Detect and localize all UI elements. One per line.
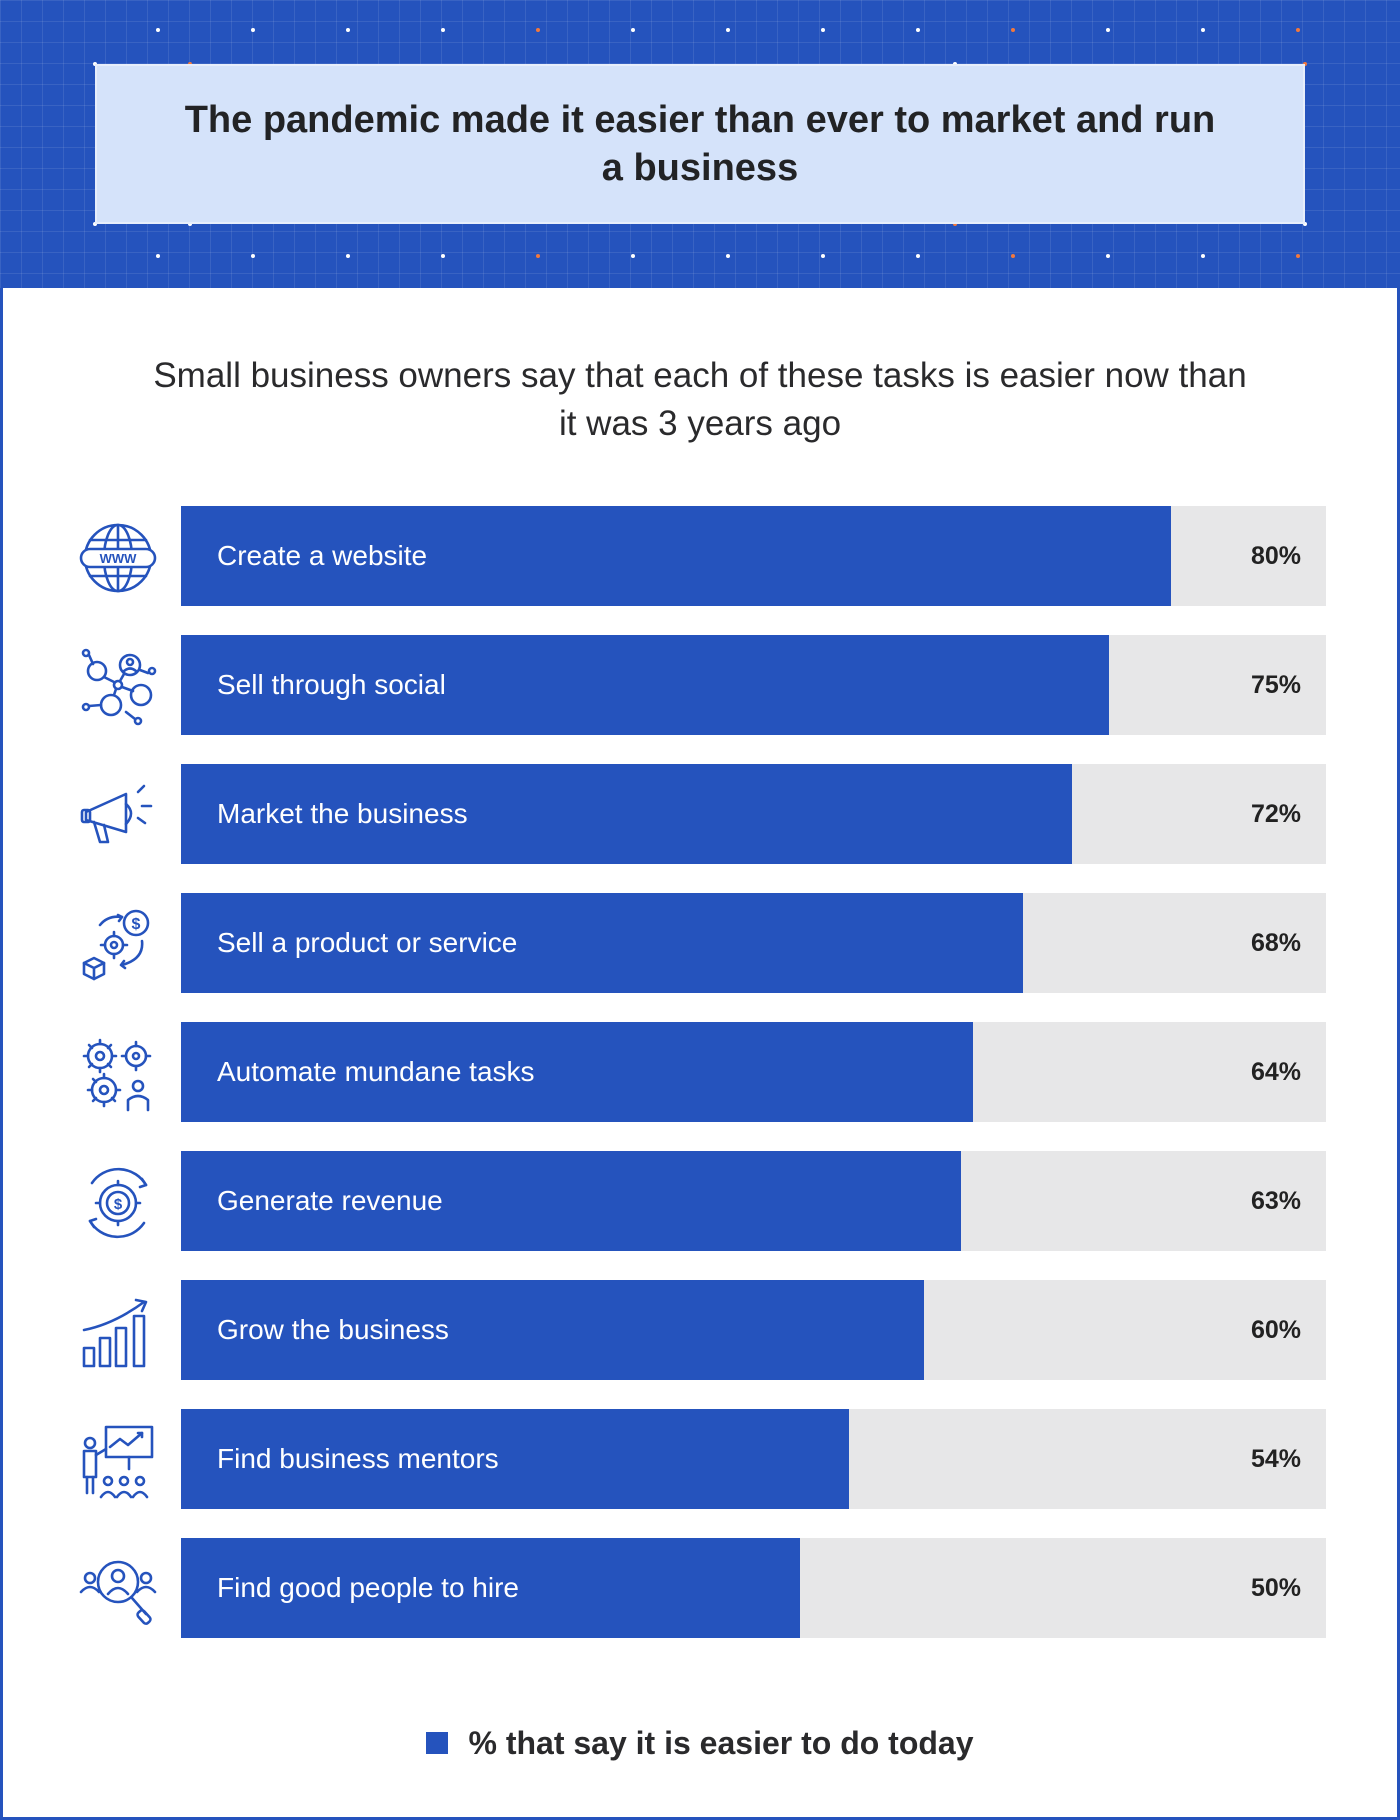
decorative-dot [251,254,255,258]
decorative-dot [536,254,540,258]
bar-value-label: 64% [1250,1058,1301,1086]
bar [181,506,1172,606]
bar-label: Sell through social [217,669,446,700]
bar [181,1151,961,1251]
decorative-dot [251,28,255,32]
decorative-dot [156,254,160,258]
bar-label: Market the business [217,798,468,829]
bar [181,1280,924,1380]
bar-row: $ Sell a product or service 68% [0,893,1400,993]
bar-track: Grow the business 60% [181,1280,1326,1380]
bar-row: Automate mundane tasks 64% [0,1022,1400,1122]
decorative-dot [441,254,445,258]
bar-track: Sell a product or service 68% [181,893,1326,993]
legend-label: % that say it is easier to do today [468,1724,974,1761]
decorative-dot [156,28,160,32]
legend-swatch [426,1732,449,1754]
bar [181,635,1110,735]
decorative-dot [726,28,730,32]
bar-label: Grow the business [217,1314,449,1345]
bar-track: Find good people to hire 50% [181,1538,1326,1638]
decorative-dot [1106,254,1110,258]
bar [181,1409,850,1509]
bar-row: Find business mentors 54% [0,1409,1400,1509]
bar-value-label: 54% [1250,1445,1301,1473]
revenue-cycle-icon: $ [78,1163,158,1243]
decorative-dot [916,254,920,258]
decorative-dot [93,222,97,226]
bar-label: Sell a product or service [217,927,518,958]
bar-label: Find good people to hire [217,1572,519,1603]
chart-subtitle: Small business owners say that each of t… [153,356,1247,443]
decorative-dot [536,28,540,32]
bar-label: Create a website [217,540,428,571]
megaphone-icon [78,776,158,856]
decorative-dot [1201,28,1205,32]
svg-text:$: $ [114,1196,123,1213]
bar-track: Create a website 80% [181,506,1326,606]
bar-track: Automate mundane tasks 64% [181,1022,1326,1122]
decorative-dot [1201,254,1205,258]
svg-text:WWW: WWW [100,551,138,566]
bar [181,1538,800,1638]
social-network-icon [78,647,158,727]
decorative-dot [631,28,635,32]
decorative-dot [953,222,957,226]
decorative-dot [916,28,920,32]
product-dollar-cycle-icon: $ [78,905,158,985]
decorative-dot [1011,28,1015,32]
bar-row: Find good people to hire 50% [0,1538,1400,1638]
decorative-dot [1303,62,1307,66]
decorative-dot [1296,28,1300,32]
decorative-dot [821,28,825,32]
decorative-dot [441,28,445,32]
page-title: The pandemic made it easier than ever to… [184,99,1216,189]
decorative-dot [1011,254,1015,258]
bar-row: Sell through social 75% [0,635,1400,735]
bar-value-label: 50% [1250,1574,1301,1602]
hiring-search-icon [78,1550,158,1630]
svg-text:$: $ [132,916,141,933]
legend: % that say it is easier to do today [0,1718,1400,1768]
bar [181,764,1073,864]
bar-track: Generate revenue 63% [181,1151,1326,1251]
decorative-dot [1303,222,1307,226]
bar-value-label: 72% [1250,800,1301,828]
bar-track: Sell through social 75% [181,635,1326,735]
decorative-dot [821,254,825,258]
gears-automation-icon [78,1034,158,1114]
mentor-presentation-icon [78,1421,158,1501]
bar-row: WWW Create a website 80% [0,506,1400,606]
bar-value-label: 80% [1250,542,1301,570]
bar-row: Market the business 72% [0,764,1400,864]
decorative-dot [188,222,192,226]
bar-label: Generate revenue [217,1185,443,1216]
bar-row: $ Generate revenue 63% [0,1151,1400,1251]
bar [181,1022,974,1122]
decorative-dot [1106,28,1110,32]
growth-chart-icon [78,1292,158,1372]
title-box: The pandemic made it easier than ever to… [95,64,1305,224]
bar-label: Find business mentors [217,1443,499,1474]
bar-value-label: 63% [1250,1187,1301,1215]
decorative-dot [346,28,350,32]
bar-value-label: 68% [1250,929,1301,957]
bar-track: Market the business 72% [181,764,1326,864]
globe-www-icon: WWW [78,518,158,598]
decorative-dot [346,254,350,258]
bar-label: Automate mundane tasks [217,1056,535,1087]
decorative-dot [1296,254,1300,258]
bar [181,893,1023,993]
decorative-dot [726,254,730,258]
bar-row: Grow the business 60% [0,1280,1400,1380]
bar-track: Find business mentors 54% [181,1409,1326,1509]
bar-value-label: 60% [1250,1316,1301,1344]
bar-value-label: 75% [1250,671,1301,699]
decorative-dot [631,254,635,258]
